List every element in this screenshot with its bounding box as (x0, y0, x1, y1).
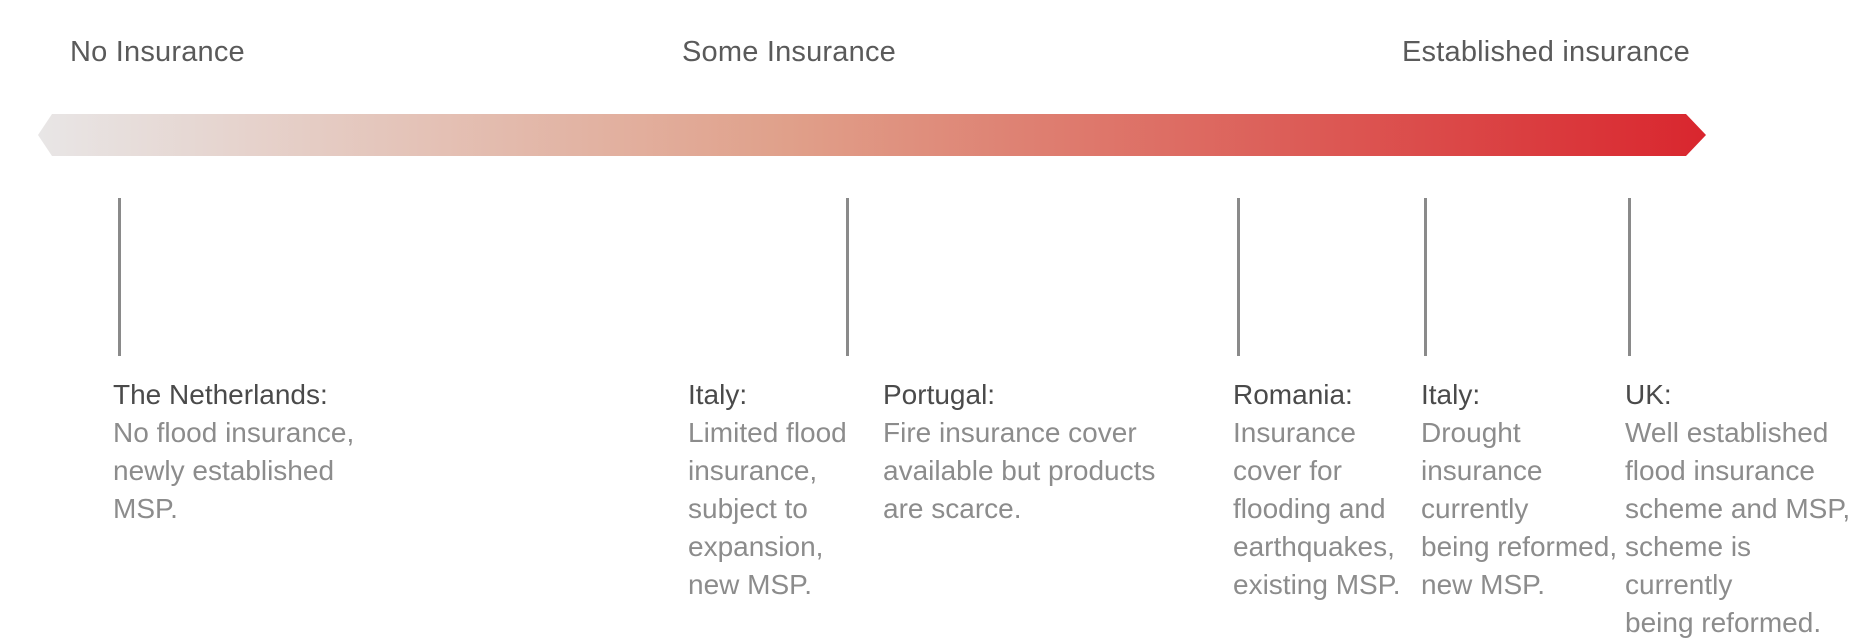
scale-label-no-insurance: No Insurance (70, 36, 245, 68)
entry-line: subject to (688, 493, 808, 524)
entry-line: insurance, (688, 455, 818, 486)
entry-line: being reformed, (1421, 531, 1618, 562)
entry-line: Well established (1625, 417, 1829, 448)
tick-italy-portugal (846, 198, 849, 356)
entry-line: available but products (883, 455, 1156, 486)
entry-italy-flood: Italy: Limited flood insurance, subject … (688, 376, 847, 604)
entry-uk: UK: Well established flood insurance sch… (1625, 376, 1864, 642)
entry-line: No flood insurance, (113, 417, 355, 448)
entry-country: Italy: (1421, 379, 1481, 410)
entry-country: UK: (1625, 379, 1672, 410)
arrow-shape (38, 114, 1706, 156)
entry-line: Limited flood (688, 417, 847, 448)
entry-line: MSP. (113, 493, 178, 524)
entry-line: earthquakes, (1233, 531, 1395, 562)
entry-line: existing MSP. (1233, 569, 1401, 600)
tick-uk (1628, 198, 1631, 356)
entry-country: Italy: (688, 379, 748, 410)
entry-line: scheme and MSP, (1625, 493, 1851, 524)
entry-portugal: Portugal: Fire insurance cover available… (883, 376, 1155, 528)
tick-netherlands (118, 198, 121, 356)
entry-line: cover for (1233, 455, 1342, 486)
entry-netherlands: The Netherlands: No flood insurance, new… (113, 376, 354, 528)
scale-label-established-insurance: Established insurance (1402, 36, 1690, 68)
entry-line: newly established (113, 455, 335, 486)
scale-label-some-insurance: Some Insurance (682, 36, 896, 68)
entry-line: flood insurance (1625, 455, 1815, 486)
tick-romania (1237, 198, 1240, 356)
entry-line: currently (1421, 493, 1529, 524)
entry-line: Fire insurance cover (883, 417, 1137, 448)
entry-italy-drought: Italy: Drought insurance currently being… (1421, 376, 1617, 604)
entry-line: new MSP. (688, 569, 812, 600)
entry-line: Insurance (1233, 417, 1356, 448)
entry-country: The Netherlands: (113, 379, 328, 410)
tick-italy-drought (1424, 198, 1427, 356)
entry-line: new MSP. (1421, 569, 1545, 600)
entry-line: flooding and (1233, 493, 1386, 524)
entry-country: Portugal: (883, 379, 996, 410)
entry-line: are scarce. (883, 493, 1022, 524)
entry-line: being reformed. (1625, 607, 1822, 638)
entry-country: Romania: (1233, 379, 1353, 410)
entry-line: expansion, (688, 531, 824, 562)
entry-line: insurance (1421, 455, 1543, 486)
entry-romania: Romania: Insurance cover for flooding an… (1233, 376, 1401, 604)
entry-line: Drought (1421, 417, 1521, 448)
entry-line: scheme is currently (1625, 531, 1752, 600)
insurance-scale-arrow (38, 114, 1706, 156)
